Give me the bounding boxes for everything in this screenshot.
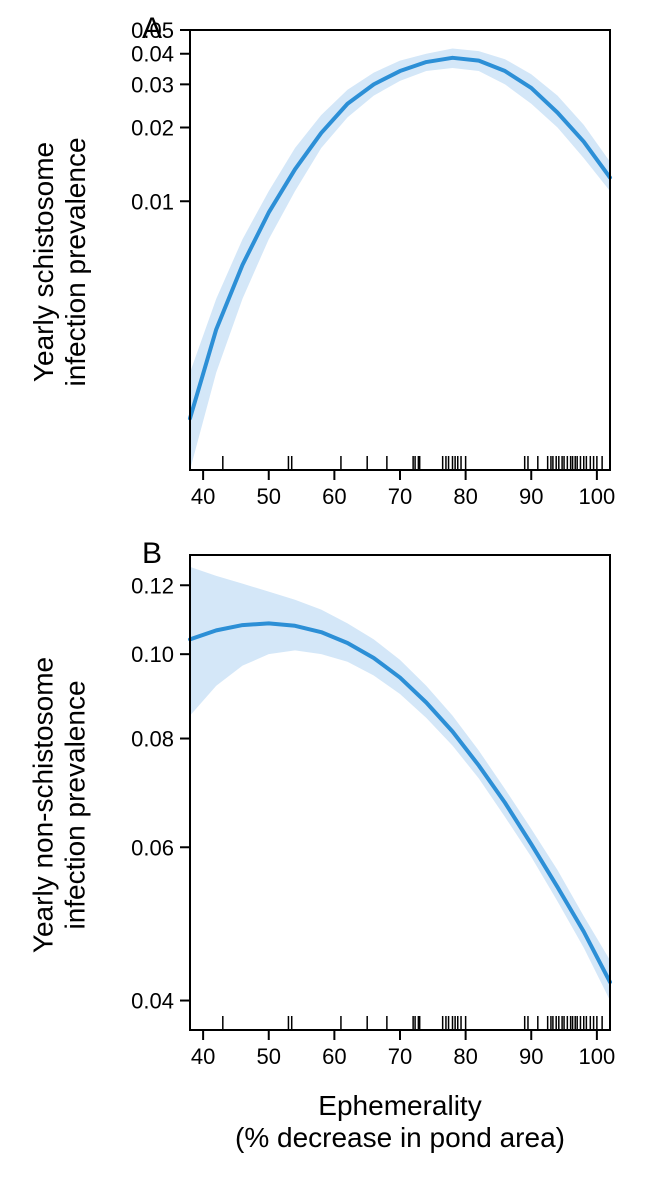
panel-b-ytitle-line1: Yearly non-schistosome	[28, 567, 60, 1042]
svg-text:40: 40	[191, 1044, 215, 1069]
svg-text:70: 70	[388, 484, 412, 509]
panel-a-ytitle-line2: infection prevalence	[60, 42, 92, 482]
svg-text:A: A	[142, 12, 162, 45]
svg-text:100: 100	[579, 484, 616, 509]
svg-text:0.12: 0.12	[131, 573, 174, 598]
x-axis-title: Ephemerality (% decrease in pond area)	[190, 1090, 610, 1154]
panel-a-svg: 0.010.020.030.040.05405060708090100A	[0, 30, 640, 550]
svg-text:90: 90	[519, 484, 543, 509]
svg-text:0.02: 0.02	[131, 115, 174, 140]
svg-text:0.04: 0.04	[131, 989, 174, 1014]
svg-text:100: 100	[579, 1044, 616, 1069]
panel-b-y-title: Yearly non-schistosome infection prevale…	[28, 567, 92, 1042]
svg-text:0.04: 0.04	[131, 42, 174, 67]
panel-b-svg: 0.040.060.080.100.12405060708090100B	[0, 555, 640, 1110]
svg-text:0.03: 0.03	[131, 72, 174, 97]
svg-text:0.08: 0.08	[131, 727, 174, 752]
svg-text:60: 60	[322, 484, 346, 509]
svg-text:0.06: 0.06	[131, 835, 174, 860]
figure-container: 0.010.020.030.040.05405060708090100A Yea…	[0, 0, 648, 1200]
svg-text:50: 50	[257, 484, 281, 509]
svg-text:50: 50	[257, 1044, 281, 1069]
svg-text:60: 60	[322, 1044, 346, 1069]
x-title-line1: Ephemerality	[190, 1090, 610, 1122]
x-title-line2: (% decrease in pond area)	[190, 1122, 610, 1154]
panel-a-y-title: Yearly schistosome infection prevalence	[28, 42, 92, 482]
svg-text:80: 80	[453, 1044, 477, 1069]
svg-text:70: 70	[388, 1044, 412, 1069]
panel-b-ytitle-line2: infection prevalence	[60, 567, 92, 1042]
panel-a-ytitle-line1: Yearly schistosome	[28, 42, 60, 482]
svg-text:40: 40	[191, 484, 215, 509]
svg-text:0.01: 0.01	[131, 189, 174, 214]
svg-text:90: 90	[519, 1044, 543, 1069]
svg-text:0.10: 0.10	[131, 642, 174, 667]
svg-text:B: B	[142, 537, 162, 570]
svg-text:80: 80	[453, 484, 477, 509]
